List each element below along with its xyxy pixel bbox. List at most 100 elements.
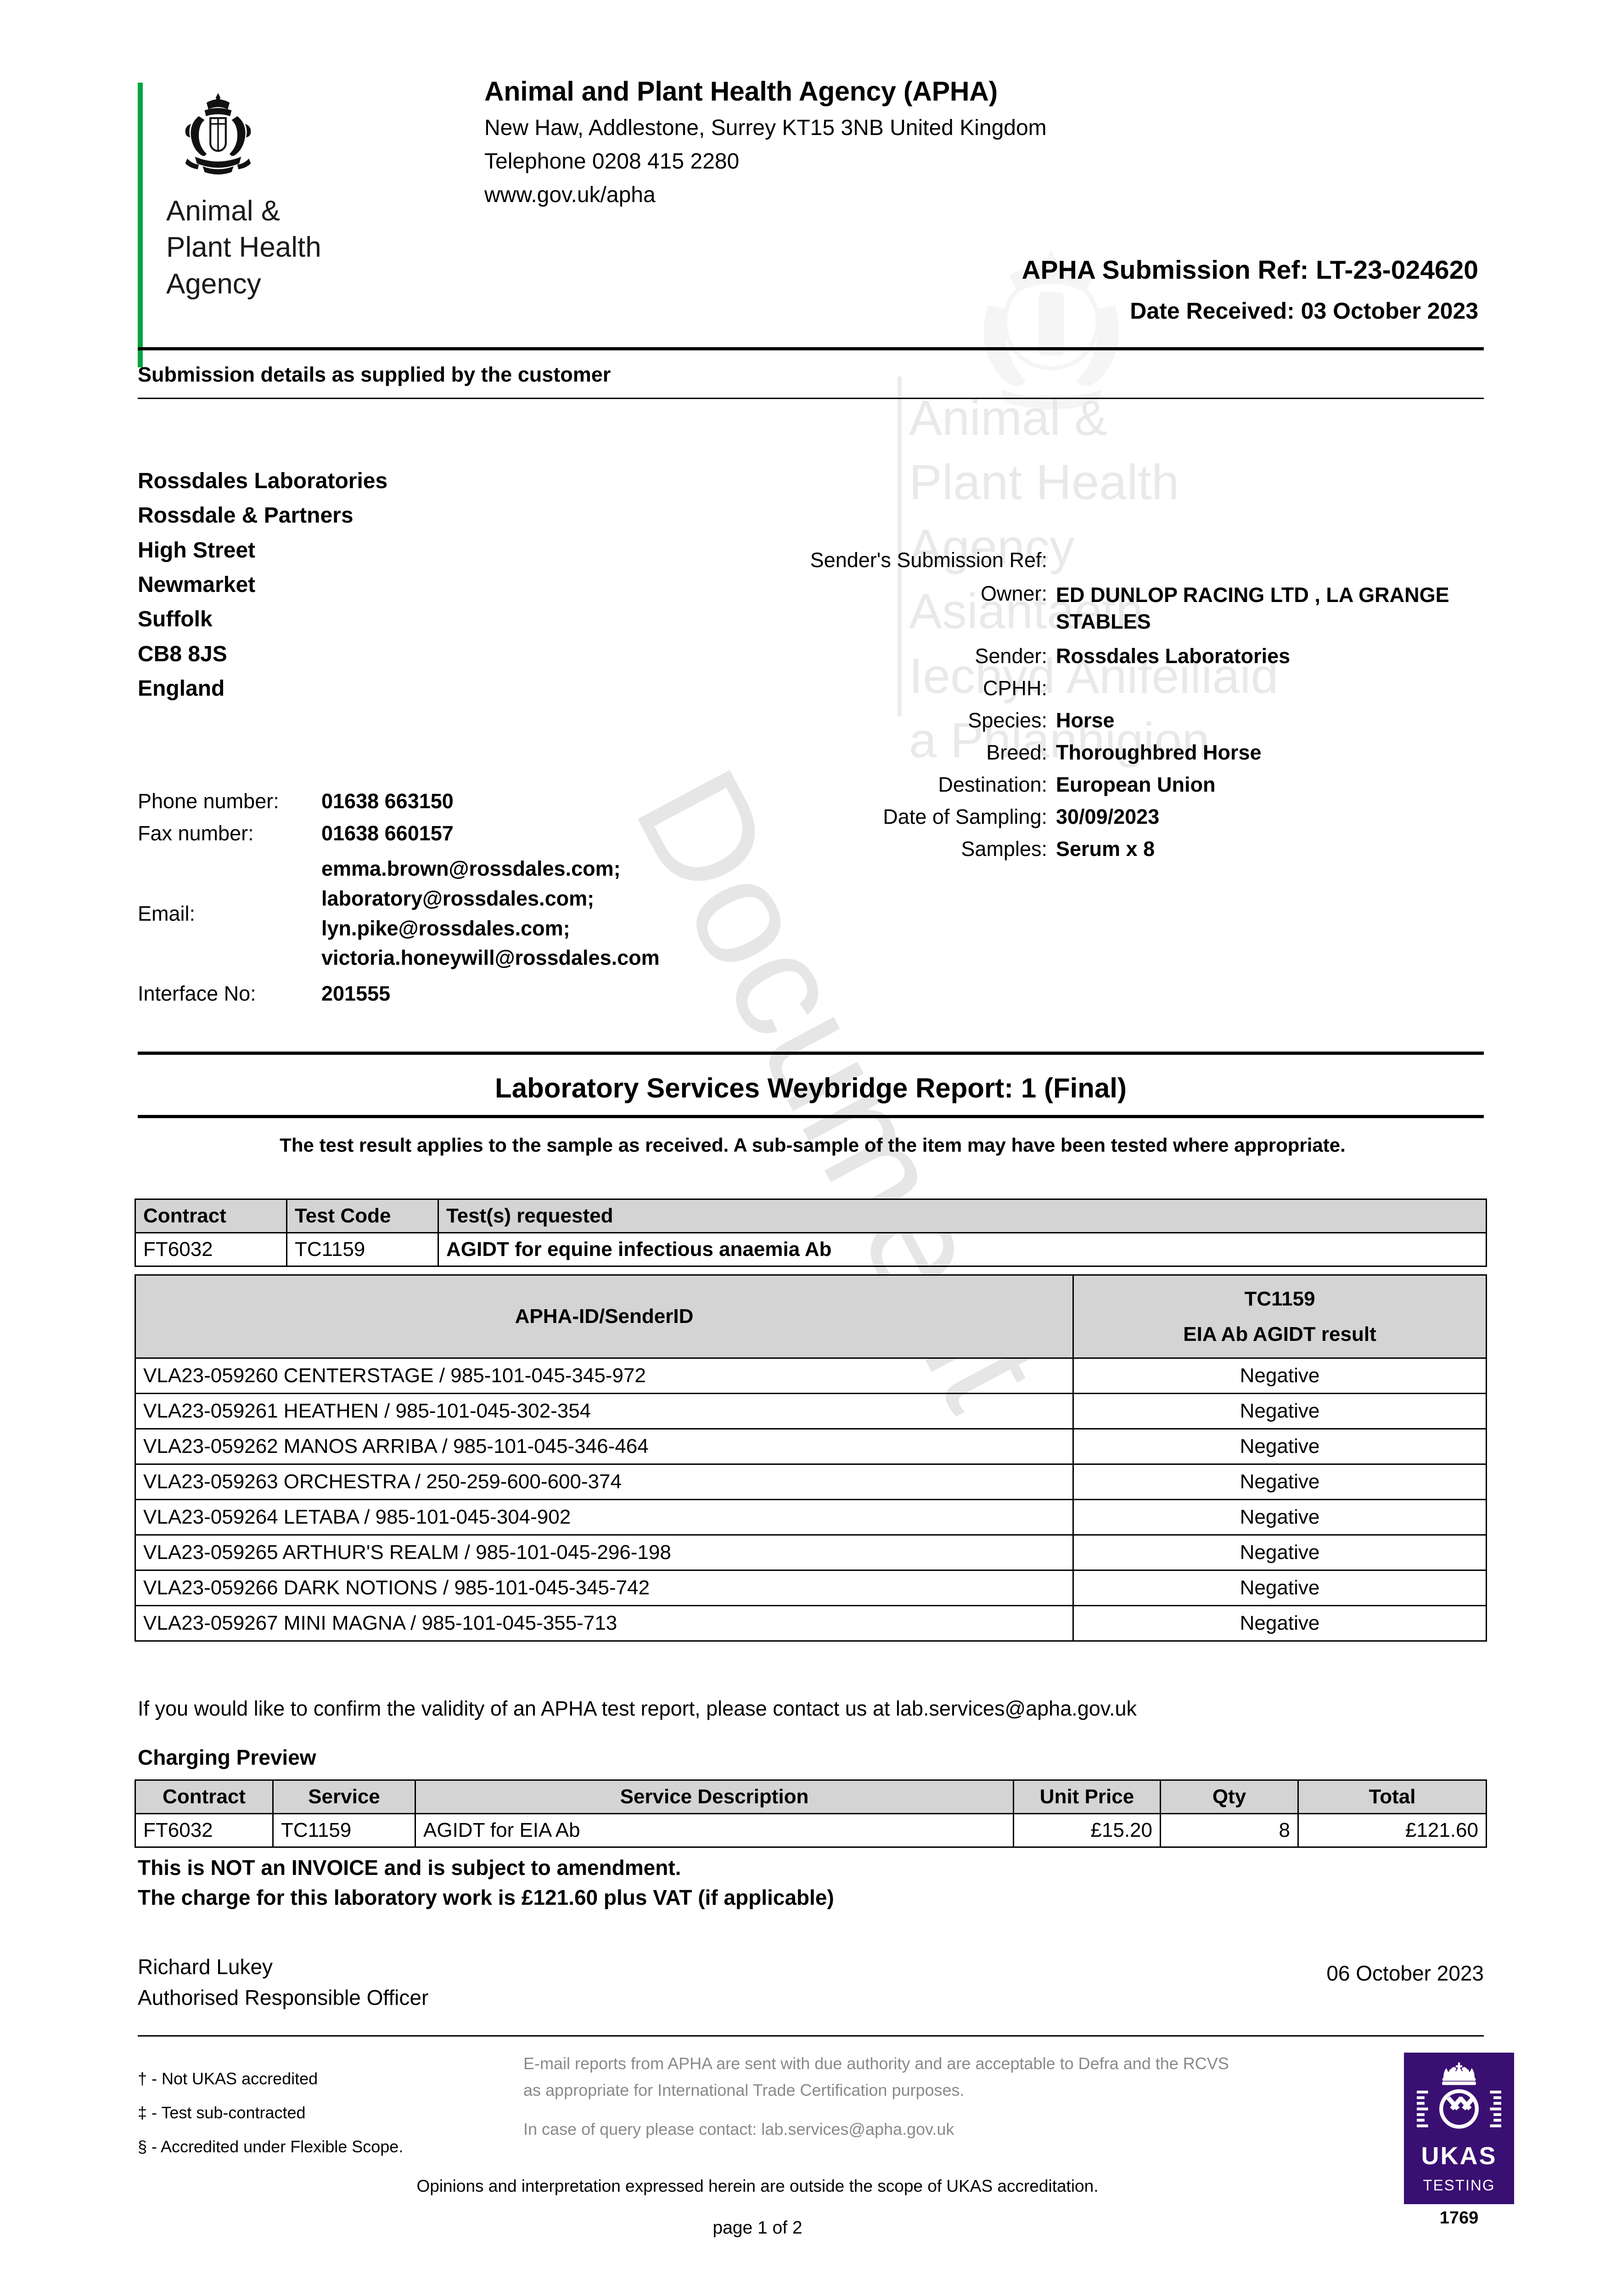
validity-note: If you would like to confirm the validit… (138, 1697, 1137, 1720)
tests-requested-table: Contract Test Code Test(s) requested FT6… (135, 1199, 1487, 1267)
cell-service: TC1159 (272, 1813, 416, 1848)
cphh-value (1056, 672, 1487, 704)
email-address: victoria.honeywill@rossdales.com (321, 946, 660, 970)
senders-submission-ref-label: Sender's Submission Ref: (810, 548, 1047, 572)
table-row: VLA23-059266 DARK NOTIONS / 985-101-045-… (135, 1570, 1487, 1606)
meta-row-samples: Samples: Serum x 8 (753, 833, 1487, 865)
submission-ref: APHA Submission Ref: LT-23-024620 (1021, 255, 1478, 285)
organisation-address: New Haw, Addlestone, Surrey KT15 3NB Uni… (484, 116, 1047, 140)
brand-green-bar (138, 83, 143, 367)
report-title: Laboratory Services Weybridge Report: 1 … (495, 1073, 1127, 1103)
address-line: England (138, 676, 225, 701)
meta-row-sender-ref: Sender's Submission Ref: (753, 544, 1487, 576)
col-apha-id-senderid: APHA-ID/SenderID (135, 1274, 1074, 1359)
customer-contact-details: Phone number: 01638 663150 Fax number: 0… (138, 785, 826, 1010)
signatory-name: Richard Lukey (138, 1955, 273, 1979)
organisation-name: Animal and Plant Health Agency (APHA) (484, 76, 998, 107)
owner-label: Owner: (980, 582, 1047, 605)
table-row: VLA23-059265 ARTHUR'S REALM / 985-101-04… (135, 1534, 1487, 1571)
report-title-rule-top (138, 1052, 1484, 1055)
signature-date: 06 October 2023 (1326, 1961, 1484, 1985)
apha-logo-text: Animal & Plant Health Agency (166, 195, 321, 300)
table-row: VLA23-059264 LETABA / 985-101-045-304-90… (135, 1499, 1487, 1536)
contact-row-interface: Interface No: 201555 (138, 978, 826, 1010)
royal-coat-of-arms-icon (185, 93, 251, 175)
table-header-row: Contract Test Code Test(s) requested (135, 1199, 1487, 1233)
supplied-by-rule (138, 398, 1484, 399)
organisation-details: Animal and Plant Health Agency (APHA) Ne… (484, 76, 1265, 208)
species-value: Horse (1056, 709, 1115, 732)
meta-row-destination: Destination: European Union (753, 769, 1487, 801)
submission-metadata: Sender's Submission Ref: Owner: ED DUNLO… (753, 544, 1487, 865)
sender-label: Sender: (975, 644, 1047, 668)
ukas-accreditation-number: 1769 (1439, 2208, 1479, 2228)
signatory-role: Authorised Responsible Officer (138, 1985, 429, 2009)
results-table: APHA-ID/SenderID TC1159 EIA Ab AGIDT res… (135, 1274, 1487, 1642)
organisation-telephone: Telephone 0208 415 2280 (484, 149, 740, 174)
header-rule (138, 347, 1484, 350)
cell-result: Negative (1072, 1393, 1487, 1429)
email-address: lyn.pike@rossdales.com; (321, 916, 570, 940)
cell-sample-id: VLA23-059263 ORCHESTRA / 250-259-600-600… (135, 1463, 1074, 1500)
cell-contract: FT6032 (135, 1813, 274, 1848)
col-contract: Contract (135, 1779, 274, 1814)
col-test-code-label: TC1159 (1244, 1288, 1315, 1310)
contact-row-phone: Phone number: 01638 663150 (138, 785, 826, 817)
col-test-name-label: EIA Ab AGIDT result (1183, 1323, 1376, 1345)
breed-value: Thoroughbred Horse (1056, 741, 1262, 765)
supplied-by-label: Submission details as supplied by the cu… (138, 363, 611, 386)
contact-row-email: Email: emma.brown@rossdales.com; laborat… (138, 850, 826, 978)
col-unit-price: Unit Price (1013, 1779, 1161, 1814)
fax-label: Fax number: (138, 822, 254, 845)
cell-result: Negative (1072, 1605, 1487, 1642)
cell-sample-id: VLA23-059267 MINI MAGNA / 985-101-045-35… (135, 1605, 1074, 1642)
email-authority-text: E-mail reports from APHA are sent with d… (523, 2054, 1229, 2100)
date-of-sampling-label: Date of Sampling: (883, 805, 1047, 829)
samples-value: Serum x 8 (1056, 837, 1155, 861)
meta-row-breed: Breed: Thoroughbred Horse (753, 737, 1487, 769)
not-invoice-notice: This is NOT an INVOICE and is subject to… (138, 1853, 834, 1913)
cell-contract: FT6032 (135, 1232, 287, 1267)
phone-value: 01638 663150 (321, 789, 454, 813)
meta-row-owner: Owner: ED DUNLOP RACING LTD , LA GRANGE … (753, 576, 1487, 640)
samples-label: Samples: (961, 837, 1047, 861)
page-number: page 1 of 2 (713, 2218, 803, 2238)
email-address: laboratory@rossdales.com; (321, 886, 595, 910)
email-address: emma.brown@rossdales.com; (321, 857, 621, 880)
meta-row-cphh: CPHH: (753, 672, 1487, 704)
interface-value: 201555 (321, 982, 391, 1006)
table-row: VLA23-059267 MINI MAGNA / 985-101-045-35… (135, 1605, 1487, 1642)
date-received: Date Received: 03 October 2023 (1130, 298, 1478, 324)
destination-label: Destination: (938, 773, 1047, 797)
address-line: CB8 8JS (138, 642, 227, 666)
phone-label: Phone number: (138, 789, 279, 813)
col-total: Total (1297, 1779, 1487, 1814)
breed-label: Breed: (986, 741, 1047, 765)
col-qty: Qty (1160, 1779, 1299, 1814)
cell-test-code: TC1159 (286, 1232, 439, 1267)
email-values: emma.brown@rossdales.com; laboratory@ros… (321, 850, 826, 978)
address-line: High Street (138, 538, 256, 563)
email-label: Email: (138, 901, 196, 925)
signature-block: Richard Lukey Authorised Responsible Off… (138, 1952, 428, 2013)
not-invoice-line1: This is NOT an INVOICE and is subject to… (138, 1856, 681, 1880)
cell-result: Negative (1072, 1499, 1487, 1536)
cell-result: Negative (1072, 1357, 1487, 1394)
ukas-testing-label: TESTING (1423, 2177, 1495, 2194)
col-tests-requested: Test(s) requested (438, 1199, 1487, 1233)
ukas-logo-box: UKAS TESTING (1404, 2053, 1514, 2204)
cell-result: Negative (1072, 1570, 1487, 1606)
footer-rule (138, 2035, 1484, 2037)
fax-value: 01638 660157 (321, 822, 454, 845)
footnote-item: ‡ - Test sub-contracted (138, 2103, 306, 2122)
cphh-label: CPHH: (982, 676, 1047, 700)
col-test-result: TC1159 EIA Ab AGIDT result (1072, 1274, 1487, 1359)
watermark-crest-icon (983, 250, 1119, 410)
species-label: Species: (968, 709, 1047, 732)
address-line: Rossdale & Partners (138, 503, 354, 528)
ukas-accreditation-badge: UKAS TESTING 1769 (1404, 2053, 1514, 2228)
cell-sample-id: VLA23-059262 MANOS ARRIBA / 985-101-045-… (135, 1428, 1074, 1465)
cell-qty: 8 (1160, 1813, 1299, 1848)
cell-service-description: AGIDT for EIA Ab (415, 1813, 1014, 1848)
col-contract: Contract (135, 1199, 287, 1233)
